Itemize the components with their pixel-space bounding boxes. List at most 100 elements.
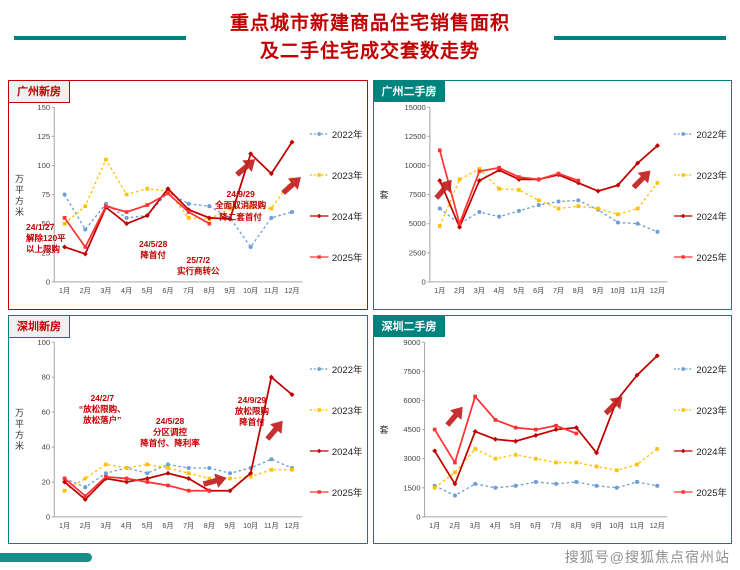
page-title-line1: 重点城市新建商品住宅销售面积 xyxy=(229,13,510,34)
svg-text:1月: 1月 xyxy=(434,287,445,295)
legend-marker-icon xyxy=(673,408,693,412)
chart-plot-area: 0 20 40 60 80 100 1月 2月 3月 4月 5月 6月 7月 8月 9月 10月 11月 12月 2… xyxy=(26,334,309,540)
legend-item: 2025年 xyxy=(309,485,363,499)
chart-annotation: 24/1/27 解除120平 以上限购 xyxy=(26,222,66,255)
svg-text:7月: 7月 xyxy=(552,287,563,295)
legend-marker-icon xyxy=(309,173,329,177)
svg-text:4月: 4月 xyxy=(121,522,132,530)
legend-label: 2023年 xyxy=(331,171,363,183)
svg-text:125: 125 xyxy=(37,132,50,141)
legend-marker-icon xyxy=(673,255,693,259)
svg-text:8月: 8月 xyxy=(204,287,215,295)
panel-shenzhen-new-homes: 深圳新房 万平方米 0 20 40 60 80 100 1月 2月 3月 4月 5月 6月 7月 8月 9月… xyxy=(8,314,368,544)
legend-marker-icon xyxy=(673,490,693,494)
svg-text:9月: 9月 xyxy=(592,287,603,295)
chart-annotation: 24/5/28 分区调控 降首付、降利率 xyxy=(140,415,200,448)
svg-text:2月: 2月 xyxy=(454,287,465,295)
svg-text:75: 75 xyxy=(42,190,51,199)
legend-label: 2023年 xyxy=(696,405,727,417)
legend-item: 2023年 xyxy=(309,403,363,417)
legend-item: 2024年 xyxy=(309,444,363,458)
svg-text:4月: 4月 xyxy=(489,522,500,530)
svg-text:100: 100 xyxy=(37,337,50,346)
svg-text:11月: 11月 xyxy=(264,522,279,530)
panel-guangzhou-new-homes: 广州新房 万平方米 0 25 50 75 100 125 150 1月 2月 3月 4月 5月 6月 7月… xyxy=(8,80,368,310)
panel-title: 深圳二手房 xyxy=(373,315,445,337)
legend-label: 2022年 xyxy=(331,364,363,376)
panel-title: 深圳新房 xyxy=(9,315,70,338)
legend-label: 2023年 xyxy=(331,405,363,417)
chart-annotation: 24/9/29 全面取消限购 降二套首付 xyxy=(215,189,267,222)
svg-text:3月: 3月 xyxy=(473,287,484,295)
chart-annotation: 25/7/2 实行商转公 xyxy=(177,255,220,277)
panel-guangzhou-secondhand: 广州二手房 套 0 2500 5000 7500 10000 12500 15000 1月 2月… xyxy=(372,80,732,310)
y-axis-label: 万平方米 xyxy=(14,408,24,453)
svg-text:7500: 7500 xyxy=(403,366,420,375)
svg-text:25: 25 xyxy=(42,248,51,257)
legend-marker-icon xyxy=(309,408,329,412)
svg-text:0: 0 xyxy=(416,512,420,521)
chart-annotation: 24/5/28 降首付 xyxy=(138,238,168,260)
legend-marker-icon xyxy=(309,132,329,137)
legend-marker-icon xyxy=(309,490,329,494)
legend-item: 2023年 xyxy=(673,168,727,182)
chart-annotation: 24/9/29 放松限购 降首付 xyxy=(234,395,270,428)
chart-canvas: 0 2500 5000 7500 10000 12500 15000 1月 2月 3月 4月 5月 6月… xyxy=(404,103,667,295)
legend-label: 2025年 xyxy=(696,487,727,499)
chart-canvas: 0 20 40 60 80 100 1月 2月 3月 4月 5月 6月 7月 8月 9月 10月 11月 12月 xyxy=(37,337,303,530)
legend-marker-icon xyxy=(309,213,329,219)
charts-grid: 广州新房 万平方米 0 25 50 75 100 125 150 1月 2月 3月 4月 5月 6月 7月… xyxy=(8,80,732,544)
legend-item: 2023年 xyxy=(673,403,727,417)
svg-text:5月: 5月 xyxy=(513,287,524,295)
legend-marker-icon xyxy=(673,448,693,454)
svg-text:20: 20 xyxy=(42,477,51,486)
page-title-line2: 及二手住宅成交套数走势 xyxy=(259,40,480,62)
svg-text:11月: 11月 xyxy=(264,287,279,295)
svg-text:10月: 10月 xyxy=(609,522,624,530)
svg-text:11月: 11月 xyxy=(629,522,644,530)
svg-text:7月: 7月 xyxy=(183,287,194,295)
svg-text:8月: 8月 xyxy=(204,522,215,530)
chart-annotation: 24/2/7 “放松限购、 放松落户” xyxy=(78,393,126,426)
svg-text:1月: 1月 xyxy=(59,287,70,295)
svg-text:2月: 2月 xyxy=(449,522,460,530)
svg-text:8月: 8月 xyxy=(570,522,581,530)
svg-text:6月: 6月 xyxy=(530,522,541,530)
svg-text:11月: 11月 xyxy=(630,287,645,295)
legend-label: 2022年 xyxy=(331,130,363,142)
svg-text:5月: 5月 xyxy=(142,287,153,295)
svg-text:4500: 4500 xyxy=(403,425,420,434)
svg-text:40: 40 xyxy=(42,442,51,451)
panel-title: 广州新房 xyxy=(9,81,70,103)
legend-marker-icon xyxy=(309,366,329,371)
chart-plot-area: 0 1500 3000 4500 6000 7500 9000 1月 2月 3月 4月 5月 6月 7月 8… xyxy=(391,334,674,540)
svg-text:10000: 10000 xyxy=(404,161,425,170)
legend-item: 2023年 xyxy=(309,168,363,182)
legend-item: 2022年 xyxy=(309,362,363,376)
legend-item: 2025年 xyxy=(673,485,727,499)
legend-marker-icon xyxy=(309,448,329,454)
legend-label: 2023年 xyxy=(696,171,727,183)
svg-text:3月: 3月 xyxy=(100,522,111,530)
title-accent-bar-right xyxy=(554,36,726,40)
svg-text:6月: 6月 xyxy=(162,522,173,530)
svg-text:2月: 2月 xyxy=(80,287,91,295)
chart-legend: 2022年 2023年 2024年 2025年 xyxy=(673,320,729,542)
chart-legend: 2022年 2023年 2024年 2025年 xyxy=(309,85,365,307)
title-accent-bar-left xyxy=(14,36,186,40)
legend-item: 2022年 xyxy=(309,127,363,141)
chart-plot-area: 0 2500 5000 7500 10000 12500 15000 1月 2月 3月 4月 5月 6月… xyxy=(391,99,674,305)
legend-marker-icon xyxy=(309,255,329,259)
svg-text:3000: 3000 xyxy=(403,454,420,463)
legend-item: 2022年 xyxy=(673,362,727,376)
svg-text:7500: 7500 xyxy=(408,190,425,199)
legend-label: 2025年 xyxy=(696,253,727,265)
svg-text:5月: 5月 xyxy=(510,522,521,530)
chart-legend: 2022年 2023年 2024年 2025年 xyxy=(309,320,365,542)
svg-text:9月: 9月 xyxy=(224,287,235,295)
svg-text:12月: 12月 xyxy=(649,522,664,530)
svg-text:12月: 12月 xyxy=(284,522,299,530)
chart-plot-area: 0 25 50 75 100 125 150 1月 2月 3月 4月 5月 6月 7月 8月 9月 10月 11月… xyxy=(26,99,309,305)
page-header: 重点城市新建商品住宅销售面积 及二手住宅成交套数走势 xyxy=(0,0,740,76)
svg-text:4月: 4月 xyxy=(493,287,504,295)
